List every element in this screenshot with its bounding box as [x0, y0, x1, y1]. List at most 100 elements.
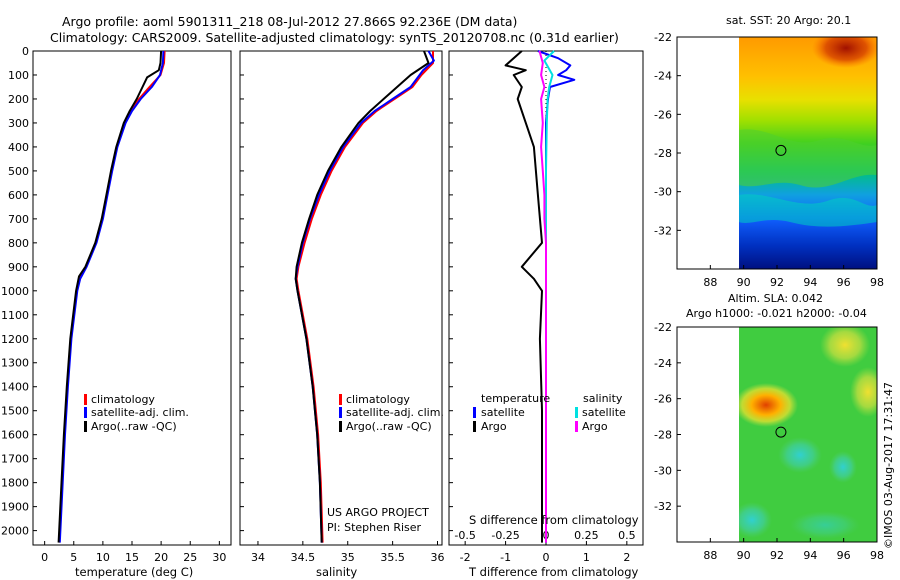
sla-low-4	[790, 511, 860, 539]
legend-label-satellite: satellite-adj. clim.	[346, 406, 444, 419]
legend-label-t-argo: Argo	[481, 420, 507, 433]
map-x-tick-label: 98	[870, 549, 884, 562]
depth-tick-label: 2000	[1, 525, 29, 538]
sst-warm-core	[812, 37, 877, 68]
depth-tick-label: 700	[8, 213, 29, 226]
series-line-satellite-adj-clim-	[58, 50, 165, 543]
legend-swatch-argo	[84, 421, 87, 432]
x2-tick-label: 0.25	[574, 529, 599, 542]
salinity-x-axis: 34 34.5 35 35.5 36	[251, 541, 445, 564]
legend-label-argo: Argo(..raw -QC)	[91, 420, 177, 433]
project-annotation: US ARGO PROJECT	[327, 506, 429, 519]
depth-tick-label: 200	[8, 93, 29, 106]
figure-title-line2: Climatology: CARS2009. Satellite-adjuste…	[50, 30, 619, 45]
legend-label-s-satellite: satellite	[582, 406, 626, 419]
sla-low-1	[778, 437, 822, 473]
temperature-xlabel: temperature (deg C)	[75, 565, 193, 579]
difference-series	[504, 50, 576, 543]
sla-anticyclone	[739, 383, 798, 427]
map-x-tick-label: 96	[837, 549, 851, 562]
x-tick-label: 0	[543, 551, 550, 564]
sla-map	[676, 326, 878, 543]
sla-upper-yellow	[820, 327, 870, 367]
salinity-xlabel: salinity	[316, 565, 357, 579]
x-tick-label: 2	[623, 551, 630, 564]
depth-tick-label: 300	[8, 117, 29, 130]
legend-title-salinity: salinity	[583, 392, 623, 405]
t-difference-xlabel: T difference from climatology	[468, 565, 639, 579]
legend-swatch-argo	[339, 421, 342, 432]
map-x-tick-label: 92	[770, 276, 784, 289]
s-difference-label: S difference from climatology	[469, 513, 639, 527]
depth-tick-label: 1300	[1, 357, 29, 370]
legend-swatch-s-argo	[575, 421, 578, 432]
figure-title-line1: Argo profile: aoml 5901311_218 08-Jul-20…	[62, 14, 517, 29]
legend-label-s-argo: Argo	[582, 420, 608, 433]
temperature-series	[57, 50, 166, 543]
series-line-temperature-argo	[504, 50, 543, 543]
series-line-argo-raw-qc-	[57, 50, 163, 543]
map-x-tick-label: 90	[737, 549, 751, 562]
depth-axis: 0 100 200 300 400 500 600 700 800 900 1000 1100 1200…	[1, 45, 453, 538]
depth-tick-label: 900	[8, 261, 29, 274]
salinity-series	[294, 50, 435, 543]
x-tick-label: 34.5	[291, 551, 316, 564]
series-line-satellite-adj-clim-	[294, 50, 435, 543]
map-x-tick-label: 92	[770, 549, 784, 562]
sla-low-2	[829, 451, 857, 483]
legend-swatch-s-satellite	[575, 407, 578, 418]
depth-tick-label: 500	[8, 165, 29, 178]
imos-credit: ©IMOS 03-Aug-2017 17:31:47	[882, 382, 895, 549]
x-tick-label: 0	[41, 551, 48, 564]
depth-tick-label: 1100	[1, 309, 29, 322]
map-x-tick-label: 96	[837, 276, 851, 289]
sla-map-title-line1: Altim. SLA: 0.042	[728, 292, 823, 305]
depth-tick-label: 1400	[1, 381, 29, 394]
map-x-tick-label: 88	[703, 276, 717, 289]
depth-tick-label: 1700	[1, 453, 29, 466]
depth-tick-label: 1900	[1, 501, 29, 514]
depth-tick-label: 1800	[1, 477, 29, 490]
legend-label-t-satellite: satellite	[481, 406, 525, 419]
legend-label-satellite: satellite-adj. clim.	[91, 406, 189, 419]
sla-right-yellow	[850, 367, 877, 417]
map-y-tick-label: -32	[654, 500, 672, 513]
legend-swatch-t-argo	[473, 421, 476, 432]
salinity-panel-frame	[239, 50, 443, 546]
temperature-legend: climatology satellite-adj. clim. Argo(..…	[84, 393, 189, 433]
sst-map-axes: 88 90 92 94 96 98 -22 -24 -26 -28 -30 -32	[654, 31, 884, 289]
map-y-tick-label: -26	[654, 108, 672, 121]
depth-tick-label: 400	[8, 141, 29, 154]
legend-title-temperature: temperature	[481, 392, 550, 405]
x-tick-label: 25	[183, 551, 197, 564]
map-x-tick-label: 98	[870, 276, 884, 289]
x-tick-label: -2	[460, 551, 471, 564]
series-line-argo-raw-qc-	[294, 50, 430, 543]
map-y-tick-label: -22	[654, 31, 672, 44]
map-x-tick-label: 94	[803, 549, 817, 562]
depth-tick-label: 1600	[1, 429, 29, 442]
series-line-climatology	[295, 51, 434, 543]
sst-argo-position-marker	[775, 144, 787, 156]
x2-tick-label: -0.5	[454, 529, 475, 542]
depth-tick-label: 800	[8, 237, 29, 250]
difference-legend: temperature salinity satellite Argo sate…	[473, 392, 626, 433]
depth-tick-label: 600	[8, 189, 29, 202]
depth-tick-label: 0	[22, 45, 29, 58]
sst-map	[676, 36, 878, 270]
legend-swatch-climatology	[84, 394, 87, 405]
map-y-tick-label: -28	[654, 147, 672, 160]
sst-green-tongue	[739, 129, 877, 188]
legend-swatch-satellite	[84, 407, 87, 418]
map-y-tick-label: -30	[654, 464, 672, 477]
sla-low-3	[739, 502, 772, 538]
x-tick-label: 10	[96, 551, 110, 564]
map-y-tick-label: -32	[654, 224, 672, 237]
x-tick-label: 20	[154, 551, 168, 564]
depth-tick-label: 100	[8, 69, 29, 82]
legend-swatch-t-satellite	[473, 407, 476, 418]
map-x-tick-label: 90	[737, 276, 751, 289]
x-tick-label: 15	[125, 551, 139, 564]
legend-swatch-climatology	[339, 394, 342, 405]
